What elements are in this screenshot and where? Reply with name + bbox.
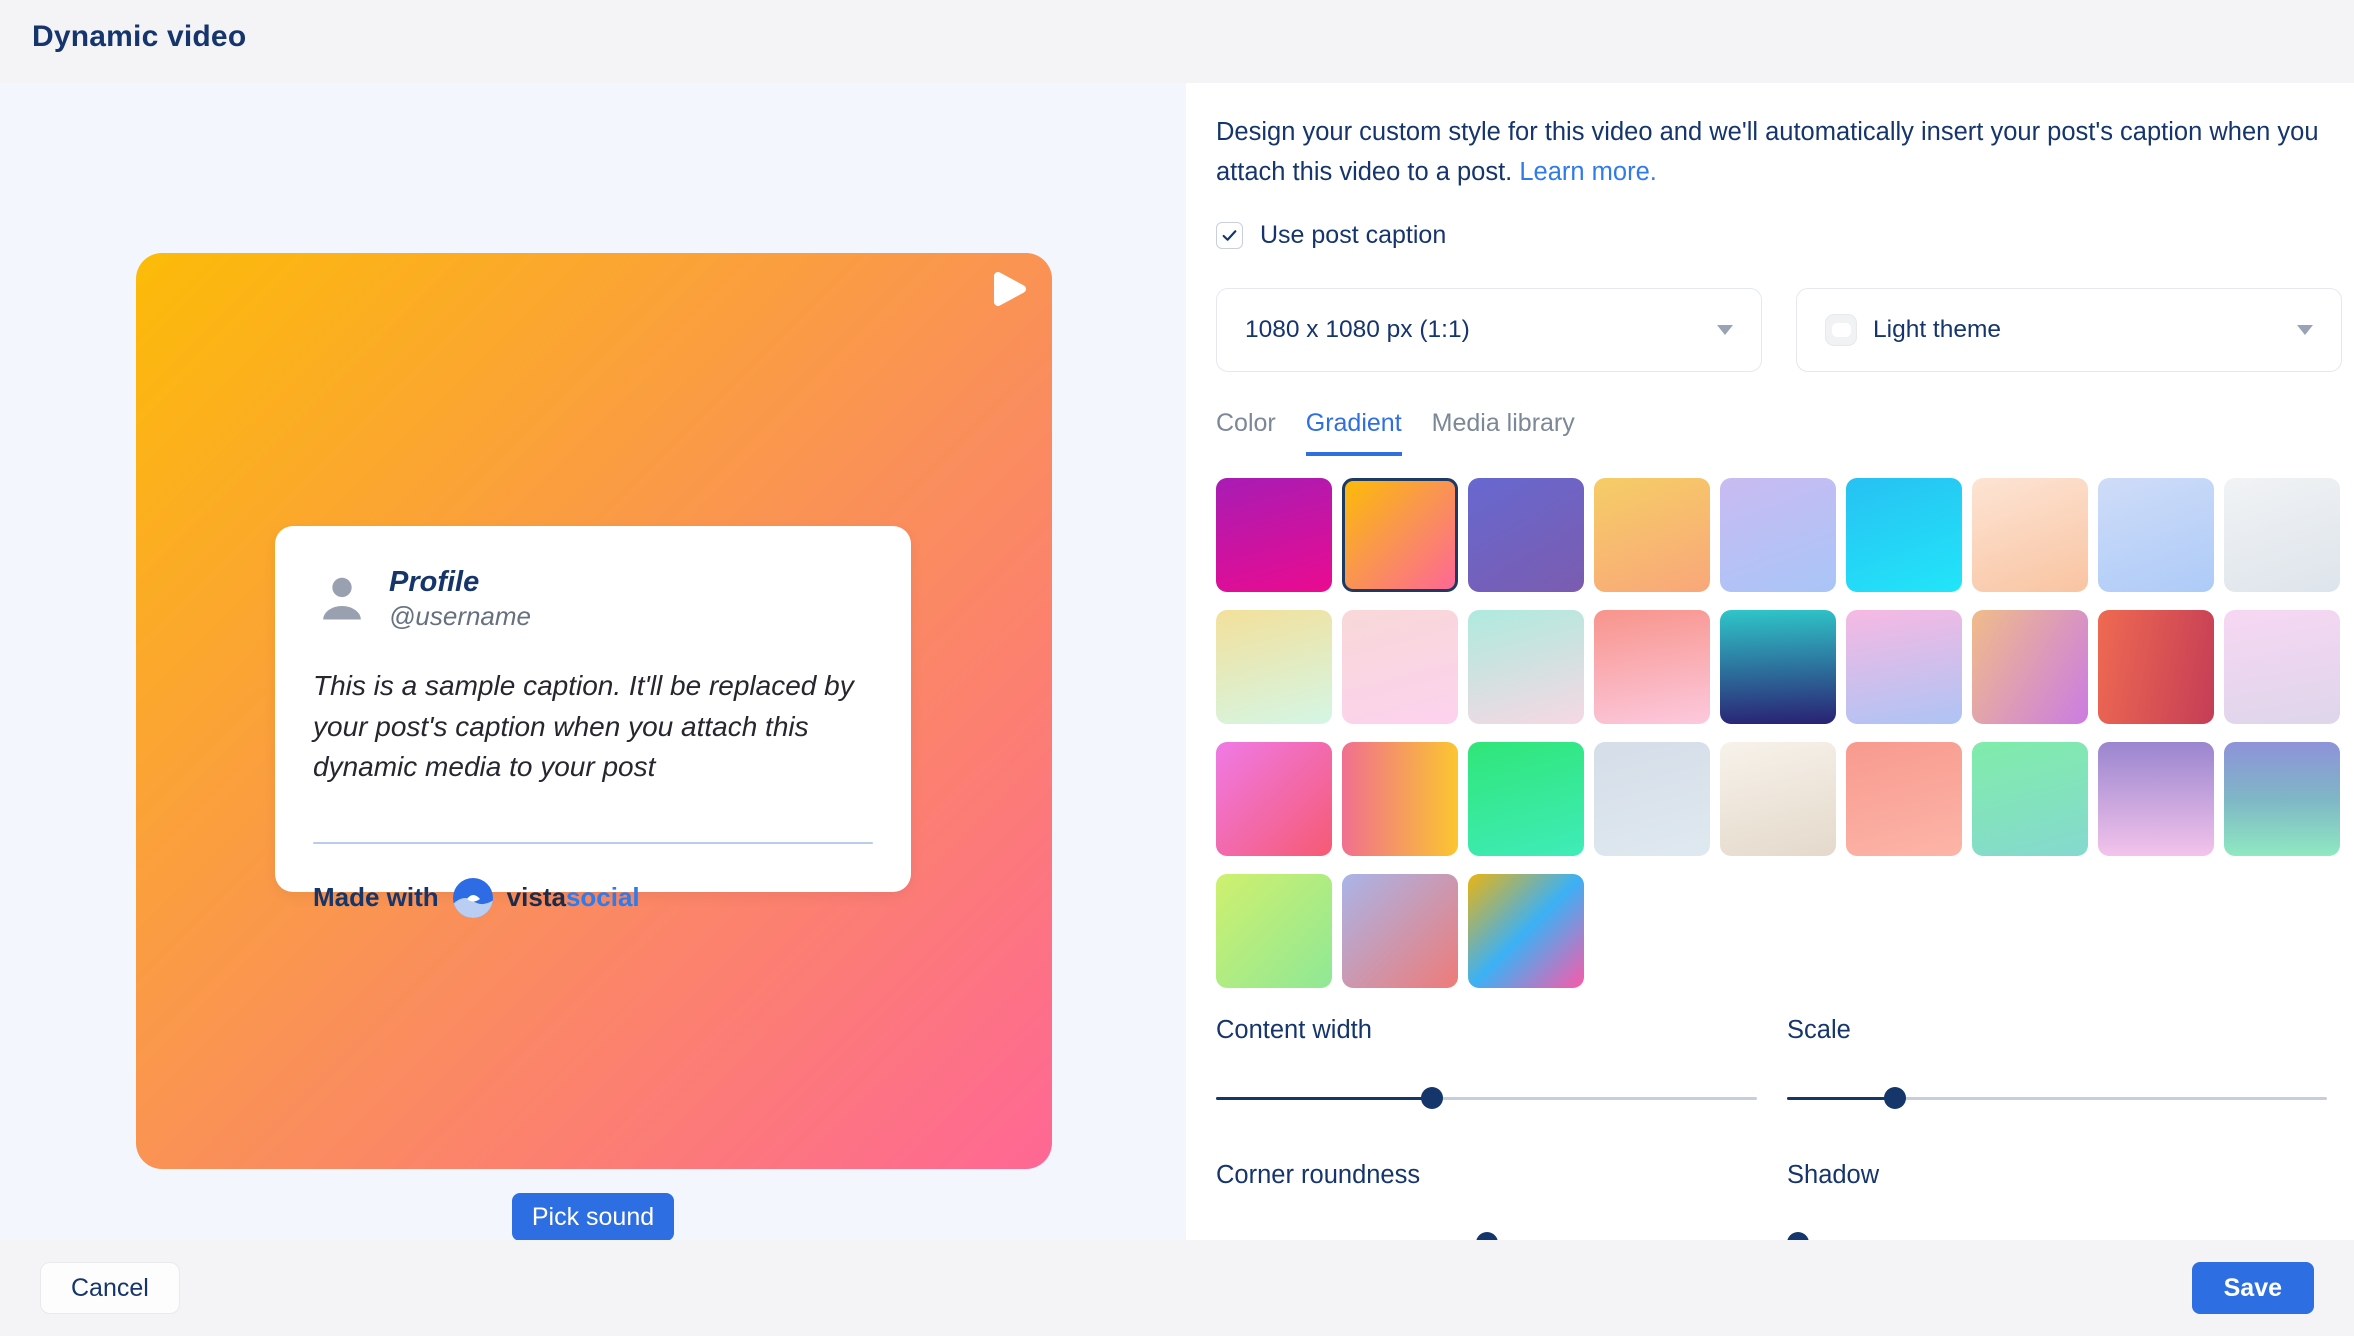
slider-group-content-width: Content width	[1216, 1016, 1757, 1110]
size-select-value: 1080 x 1080 px (1:1)	[1245, 316, 1470, 343]
gradient-swatch-29[interactable]	[1342, 874, 1458, 988]
slider-thumb-scale[interactable]	[1884, 1087, 1906, 1109]
slider-thumb-content-width[interactable]	[1421, 1087, 1444, 1109]
gradient-swatch-26[interactable]	[2098, 742, 2214, 856]
gradient-swatch-25[interactable]	[1972, 742, 2088, 856]
slider-label-corner-roundness: Corner roundness	[1216, 1161, 1421, 1189]
gradient-swatch-18[interactable]	[2224, 610, 2340, 724]
chevron-down-icon	[1717, 325, 1733, 335]
made-with-row: Made with vistasocial	[313, 877, 873, 918]
style-tabs: Color Gradient Media library	[1216, 409, 1575, 456]
gradient-swatch-27[interactable]	[2224, 742, 2340, 856]
sample-caption-text: This is a sample caption. It'll be repla…	[313, 670, 854, 783]
gradient-swatch-11[interactable]	[1342, 610, 1458, 724]
learn-more-link[interactable]: Learn more.	[1519, 157, 1657, 186]
slider-label-content-width: Content width	[1216, 1016, 1372, 1044]
profile-name: Profile	[389, 566, 480, 598]
made-with-label: Made with	[313, 882, 439, 913]
gradient-swatch-17[interactable]	[2098, 610, 2214, 724]
gradient-swatch-3[interactable]	[1468, 478, 1584, 592]
gradient-swatch-6[interactable]	[1846, 478, 1962, 592]
gradient-swatch-5[interactable]	[1720, 478, 1836, 592]
footer-bar: Cancel Save	[0, 1240, 2354, 1336]
slider-track-line	[1216, 1096, 1757, 1100]
gradient-swatch-22[interactable]	[1594, 742, 1710, 856]
slider-group-scale: Scale	[1787, 1016, 2327, 1110]
use-post-caption-checkbox[interactable]: Use post caption	[1216, 221, 1446, 250]
slider-fill	[1216, 1096, 1433, 1100]
slider-fill	[1787, 1096, 1895, 1100]
gradient-swatch-30[interactable]	[1468, 874, 1584, 988]
theme-select[interactable]: Light theme	[1796, 288, 2342, 372]
gradient-swatch-20[interactable]	[1342, 742, 1458, 856]
gradient-swatch-16[interactable]	[1972, 610, 2088, 724]
light-theme-swatch-icon	[1825, 314, 1857, 346]
checkbox-checked-icon[interactable]	[1216, 222, 1243, 249]
card-divider	[313, 841, 873, 844]
slider-label-shadow: Shadow	[1787, 1161, 1880, 1189]
caption-preview-card: Profile @username This is a sample capti…	[275, 526, 911, 918]
tab-color[interactable]: Color	[1216, 409, 1276, 437]
video-preview: Profile @username This is a sample capti…	[136, 253, 1052, 1169]
slider-content-width[interactable]	[1216, 1086, 1757, 1110]
description-body: Design your custom style for this video …	[1216, 118, 2319, 186]
brand-social: social	[565, 882, 640, 913]
profile-username: @username	[389, 601, 532, 632]
tab-gradient[interactable]: Gradient	[1305, 409, 1402, 456]
brand-vista: vista	[506, 882, 566, 913]
gradient-swatch-10[interactable]	[1216, 610, 1332, 724]
slider-track-line	[1787, 1096, 2327, 1100]
gradient-swatch-15[interactable]	[1846, 610, 1962, 724]
pick-sound-button[interactable]: Pick sound	[512, 1193, 674, 1241]
profile-row: Profile @username	[313, 564, 873, 634]
chevron-down-icon	[2297, 325, 2313, 335]
avatar-icon	[313, 570, 371, 628]
preview-panel: Profile @username This is a sample capti…	[0, 83, 1186, 1241]
vistasocial-logo-icon	[452, 877, 493, 918]
slider-scale[interactable]	[1787, 1086, 2327, 1110]
gradient-swatch-19[interactable]	[1216, 742, 1332, 856]
gradient-swatch-9[interactable]	[2224, 478, 2340, 592]
cancel-button[interactable]: Cancel	[40, 1262, 180, 1314]
gradient-swatch-7[interactable]	[1972, 478, 2088, 592]
size-select[interactable]: 1080 x 1080 px (1:1)	[1216, 288, 1762, 372]
page-title: Dynamic video	[32, 20, 247, 53]
gradient-swatch-13[interactable]	[1594, 610, 1710, 724]
sliders-section: Content width Scale Corner roundness Shadow	[1216, 1016, 2327, 1255]
brand-wordmark: vistasocial	[507, 882, 640, 913]
gradient-swatch-grid	[1216, 478, 2340, 988]
theme-select-value: Light theme	[1873, 316, 2002, 343]
settings-panel: Design your custom style for this video …	[1186, 83, 2354, 1254]
gradient-swatch-28[interactable]	[1216, 874, 1332, 988]
tab-media-library[interactable]: Media library	[1431, 409, 1575, 437]
description-text: Design your custom style for this video …	[1216, 113, 2351, 192]
gradient-swatch-12[interactable]	[1468, 610, 1584, 724]
profile-texts: Profile @username	[389, 564, 531, 634]
save-button[interactable]: Save	[2191, 1262, 2314, 1314]
gradient-swatch-8[interactable]	[2098, 478, 2214, 592]
gradient-swatch-4[interactable]	[1594, 478, 1710, 592]
slider-label-scale: Scale	[1787, 1016, 1851, 1044]
top-bar: Dynamic video	[0, 0, 2354, 83]
gradient-swatch-21[interactable]	[1468, 742, 1584, 856]
use-post-caption-label: Use post caption	[1260, 221, 1447, 249]
gradient-swatch-2-selected[interactable]	[1342, 478, 1458, 592]
play-icon[interactable]	[986, 267, 1030, 311]
gradient-swatch-23[interactable]	[1720, 742, 1836, 856]
gradient-swatch-24[interactable]	[1846, 742, 1962, 856]
gradient-swatch-14[interactable]	[1720, 610, 1836, 724]
gradient-swatch-1[interactable]	[1216, 478, 1332, 592]
